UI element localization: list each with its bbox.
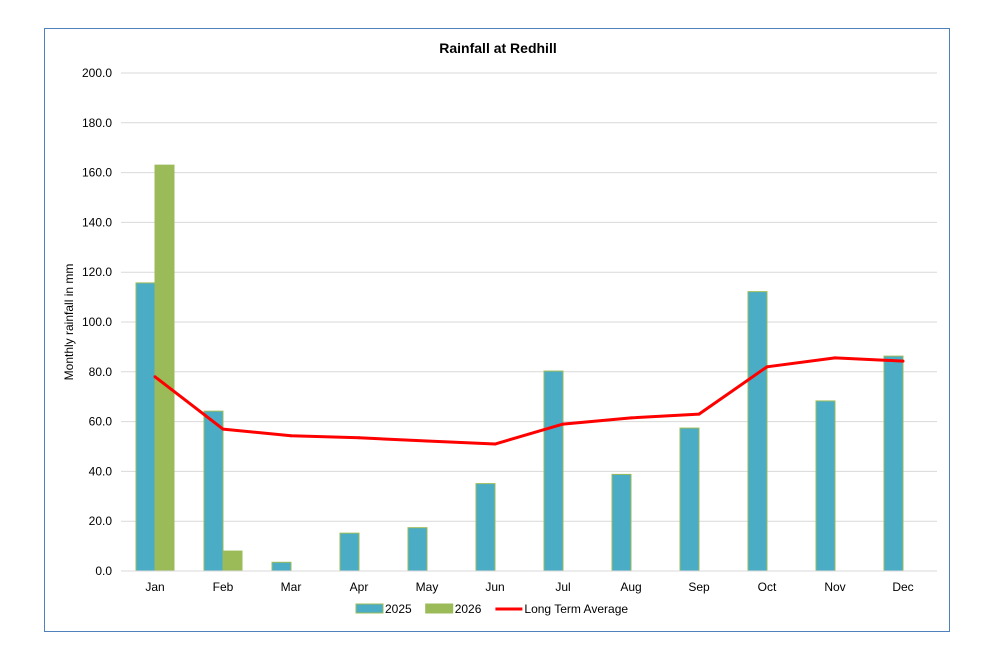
line-long-term-average [154,356,904,446]
y-tick-label: 200.0 [82,66,112,80]
line-point [425,439,429,443]
legend-label: Long Term Average [524,602,628,616]
y-tick-label: 180.0 [82,116,112,130]
legend-label: 2026 [455,602,482,616]
bar-2025 [339,532,360,572]
x-tick-label: Jun [485,580,504,594]
legend-swatch [425,603,454,614]
line-point [833,356,837,360]
rainfall-chart: Rainfall at Redhill 0.0 20.0 40.0 60.0 80.0 1… [62,40,937,616]
line-point [357,436,361,440]
x-tick-label: Oct [758,580,777,594]
x-tick-label: Jul [555,580,570,594]
line-point [629,416,633,420]
y-axis-label: Monthly rainfall in mm [62,264,76,381]
x-tick-label: Dec [892,580,913,594]
y-tick-label: 100.0 [82,315,112,329]
y-tick-label: 80.0 [89,365,113,379]
x-tick-label: Nov [824,580,845,594]
chart-frame: Rainfall at Redhill 0.0 20.0 40.0 60.0 80.0 1… [44,28,950,632]
bar-2025 [135,282,156,572]
y-tick-label: 20.0 [89,514,113,528]
line-point [561,422,565,426]
bar-2025 [611,473,632,572]
bar-2025 [203,410,224,572]
bar-2025 [679,427,700,572]
chart-title: Rainfall at Redhill [439,40,556,56]
x-tick-label: Aug [620,580,641,594]
x-tick-label: Mar [281,580,302,594]
line-point [765,365,769,369]
legend-swatch [355,603,384,614]
bar-2026 [154,164,175,572]
x-tick-label: Feb [213,580,234,594]
bar-2025 [543,370,564,572]
line-point [221,427,225,431]
y-tick-label: 140.0 [82,215,112,229]
y-tick-label: 40.0 [89,464,113,478]
bar-2026 [222,550,243,572]
x-tick-label: Apr [350,580,369,594]
line-point [153,375,157,379]
bar-2025 [407,527,428,572]
y-tick-label: 120.0 [82,265,112,279]
line-point [901,359,905,363]
bar-2025 [883,355,904,572]
bar-2025 [747,291,768,572]
line-point [697,412,701,416]
legend-label: 2025 [385,602,412,616]
y-tick-label: 160.0 [82,166,112,180]
bar-2025 [271,561,292,572]
x-tick-label: Jan [145,580,164,594]
x-tick-label: Sep [688,580,710,594]
line-point [289,434,293,438]
bar-2025 [815,400,836,572]
line-point [493,442,497,446]
x-tick-label: May [416,580,439,594]
bar-2025 [475,483,496,572]
y-tick-label: 0.0 [95,564,112,578]
y-tick-label: 60.0 [89,415,113,429]
